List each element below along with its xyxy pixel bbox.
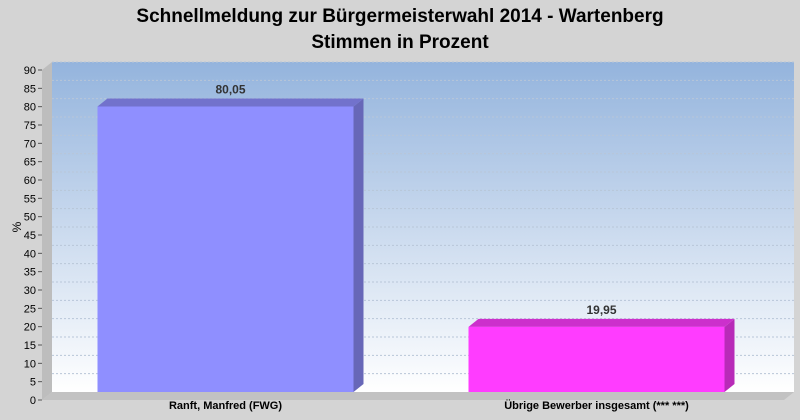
chart-title: Schnellmeldung zur Bürgermeisterwahl 201… (136, 6, 664, 27)
y-tick-label: 60 (24, 175, 36, 187)
y-tick-label: 15 (24, 340, 36, 352)
y-tick-label: 55 (24, 193, 36, 205)
bar (468, 326, 725, 392)
x-category-label: Ranft, Manfred (FWG) (169, 400, 282, 412)
bar-top (468, 318, 735, 327)
y-tick-label: 10 (24, 358, 36, 370)
y-tick-label: 35 (24, 267, 36, 279)
y-tick-label: 50 (24, 212, 36, 224)
y-tick-label: 65 (24, 157, 36, 169)
y-tick-label: 40 (24, 248, 36, 260)
y-tick-label: 80 (24, 102, 36, 114)
chart-title-block: Schnellmeldung zur Bürgermeisterwahl 201… (0, 4, 800, 56)
y-axis-label: % (10, 221, 24, 232)
y-tick-label: 5 (30, 377, 36, 389)
bar-top (97, 98, 364, 107)
bar (97, 106, 354, 392)
y-tick-label: 30 (24, 285, 36, 297)
bar-side (353, 98, 364, 392)
y-tick-label: 85 (24, 83, 36, 95)
y-tick-label: 90 (24, 65, 36, 77)
plot-floor (42, 392, 794, 400)
data-label: 80,05 (215, 82, 245, 96)
bar-side (724, 318, 735, 392)
y-tick-label: 45 (24, 230, 36, 242)
y-tick-label: 0 (30, 395, 36, 407)
y-tick-label: 70 (24, 138, 36, 150)
y-tick-label: 25 (24, 303, 36, 315)
x-category-label: Übrige Bewerber insgesamt (*** ***) (504, 399, 689, 412)
y-tick-label: 75 (24, 120, 36, 132)
plot-side-wall (42, 62, 52, 400)
chart-subtitle: Stimmen in Prozent (311, 32, 489, 53)
y-tick-label: 20 (24, 322, 36, 334)
data-label: 19,95 (586, 303, 616, 317)
